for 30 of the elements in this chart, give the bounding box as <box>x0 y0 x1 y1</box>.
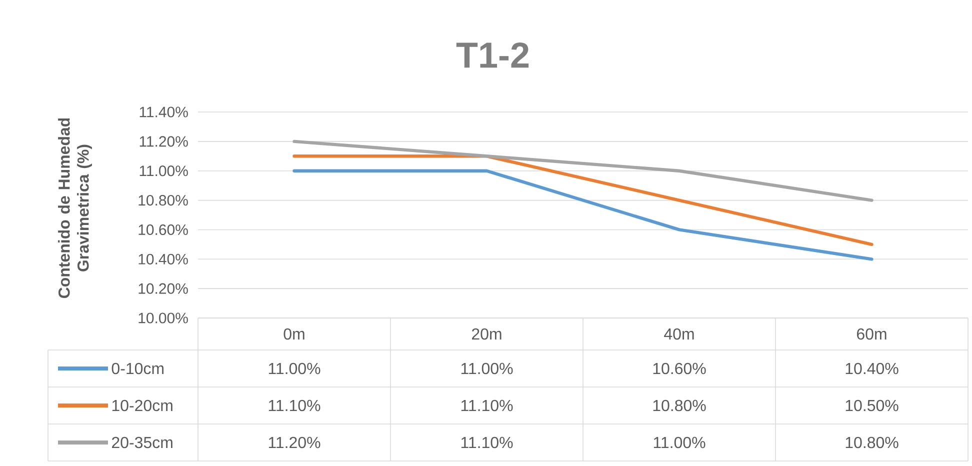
y-axis-title: Contenido de Humedad Gravimetrica (%) <box>58 118 92 298</box>
y-tick-label: 11.20% <box>140 136 188 147</box>
y-tick-label: 10.80% <box>138 194 188 206</box>
y-tick-label: 11.40% <box>140 106 188 118</box>
x-tick-label: 40m <box>664 328 694 340</box>
y-tick-label: 10.00% <box>138 312 188 324</box>
data-label: 10.80% <box>846 436 898 448</box>
data-label: 11.10% <box>461 436 513 448</box>
y-tick-label: 10.40% <box>138 254 188 264</box>
y-tick-label: 11.00% <box>140 166 188 176</box>
y-tick-label: 10.60% <box>138 224 188 236</box>
data-label: 11.20% <box>268 436 320 448</box>
data-label: 11.00% <box>654 436 706 448</box>
x-tick-label: 0m <box>284 328 304 340</box>
line-series <box>292 140 874 202</box>
data-label: 10.80% <box>653 400 706 412</box>
y-tick-label: 10.20% <box>138 283 188 294</box>
x-tick-label: 20m <box>472 328 502 340</box>
legend-label: 20-35cm <box>112 436 172 448</box>
legend-label: 0-10cm <box>112 362 164 374</box>
data-label: 10.60% <box>653 362 706 374</box>
data-label: 10.40% <box>846 362 898 374</box>
data-label: 11.00% <box>268 362 320 374</box>
data-label: 11.10% <box>461 400 513 412</box>
data-label: 10.50% <box>846 400 898 412</box>
data-label: 11.10% <box>268 400 320 412</box>
chart-title: T1-2 <box>456 42 529 68</box>
x-tick-label: 60m <box>857 328 886 340</box>
legend-label: 10-20cm <box>112 400 172 412</box>
data-label: 11.00% <box>461 362 513 374</box>
